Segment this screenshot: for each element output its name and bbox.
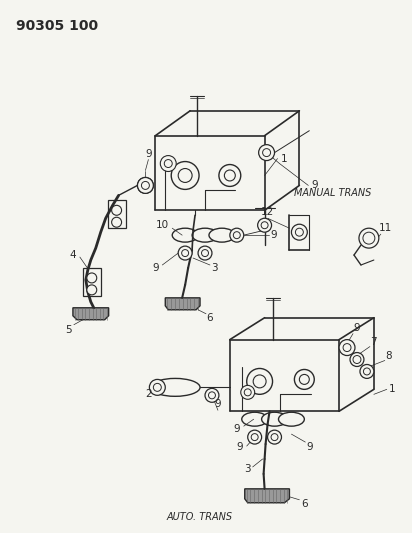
Circle shape: [138, 177, 153, 193]
Circle shape: [87, 273, 97, 283]
Circle shape: [171, 161, 199, 189]
Bar: [108, 200, 126, 228]
Circle shape: [251, 434, 258, 441]
Circle shape: [208, 392, 215, 399]
Polygon shape: [165, 298, 200, 310]
Polygon shape: [245, 489, 290, 503]
Circle shape: [112, 217, 122, 227]
Text: 9: 9: [234, 424, 240, 434]
Ellipse shape: [262, 412, 288, 426]
Circle shape: [141, 181, 150, 189]
Circle shape: [339, 340, 355, 356]
Text: 6: 6: [207, 313, 213, 323]
Text: 9: 9: [353, 322, 360, 333]
Circle shape: [205, 389, 219, 402]
Text: 9: 9: [145, 149, 152, 159]
Text: 1: 1: [389, 384, 395, 394]
Circle shape: [233, 232, 240, 239]
Text: 9: 9: [311, 181, 318, 190]
Text: 6: 6: [301, 499, 308, 509]
Text: 5: 5: [66, 325, 72, 335]
Circle shape: [112, 205, 122, 215]
Circle shape: [253, 375, 266, 388]
Bar: [83, 268, 101, 296]
Circle shape: [247, 368, 273, 394]
Circle shape: [198, 246, 212, 260]
Circle shape: [295, 228, 303, 236]
Circle shape: [178, 168, 192, 182]
Circle shape: [219, 165, 241, 187]
Ellipse shape: [192, 228, 218, 242]
Circle shape: [178, 246, 192, 260]
Ellipse shape: [150, 378, 200, 397]
Circle shape: [259, 144, 274, 160]
Text: 3: 3: [212, 263, 218, 273]
Circle shape: [201, 249, 208, 256]
Circle shape: [244, 389, 251, 396]
Circle shape: [363, 232, 375, 244]
Text: AUTO. TRANS: AUTO. TRANS: [167, 512, 233, 522]
Circle shape: [160, 156, 176, 172]
Ellipse shape: [172, 228, 198, 242]
Circle shape: [262, 149, 271, 157]
Circle shape: [353, 356, 361, 364]
Circle shape: [248, 430, 262, 444]
Circle shape: [360, 365, 374, 378]
Text: MANUAL TRANS: MANUAL TRANS: [295, 188, 372, 198]
Text: 8: 8: [386, 351, 392, 360]
Polygon shape: [73, 308, 109, 320]
Circle shape: [291, 224, 307, 240]
Text: 12: 12: [261, 207, 274, 217]
Circle shape: [241, 385, 255, 399]
Circle shape: [343, 344, 351, 352]
Circle shape: [182, 249, 189, 256]
Text: 9: 9: [306, 442, 313, 452]
Ellipse shape: [209, 228, 235, 242]
Text: 11: 11: [379, 223, 392, 233]
Text: 9: 9: [152, 263, 159, 273]
Text: 4: 4: [70, 250, 76, 260]
Circle shape: [87, 285, 97, 295]
Circle shape: [261, 222, 268, 229]
Circle shape: [350, 352, 364, 367]
Circle shape: [295, 369, 314, 389]
Circle shape: [153, 383, 162, 391]
Text: 3: 3: [244, 464, 251, 474]
Circle shape: [271, 434, 278, 441]
Text: 9: 9: [270, 230, 277, 240]
Ellipse shape: [242, 412, 267, 426]
Circle shape: [359, 228, 379, 248]
Text: 2: 2: [145, 389, 152, 399]
Circle shape: [138, 177, 153, 193]
Circle shape: [363, 368, 370, 375]
Text: 7: 7: [370, 337, 377, 346]
Text: 9: 9: [236, 442, 243, 452]
Circle shape: [225, 170, 235, 181]
Text: 9: 9: [215, 399, 221, 409]
Text: 90305 100: 90305 100: [16, 19, 98, 33]
Circle shape: [258, 218, 272, 232]
Text: 1: 1: [281, 154, 288, 164]
Text: 10: 10: [156, 220, 169, 230]
Ellipse shape: [279, 412, 304, 426]
Circle shape: [141, 181, 150, 189]
Circle shape: [267, 430, 281, 444]
Circle shape: [300, 375, 309, 384]
Circle shape: [164, 159, 172, 167]
Circle shape: [150, 379, 165, 395]
Circle shape: [230, 228, 244, 242]
